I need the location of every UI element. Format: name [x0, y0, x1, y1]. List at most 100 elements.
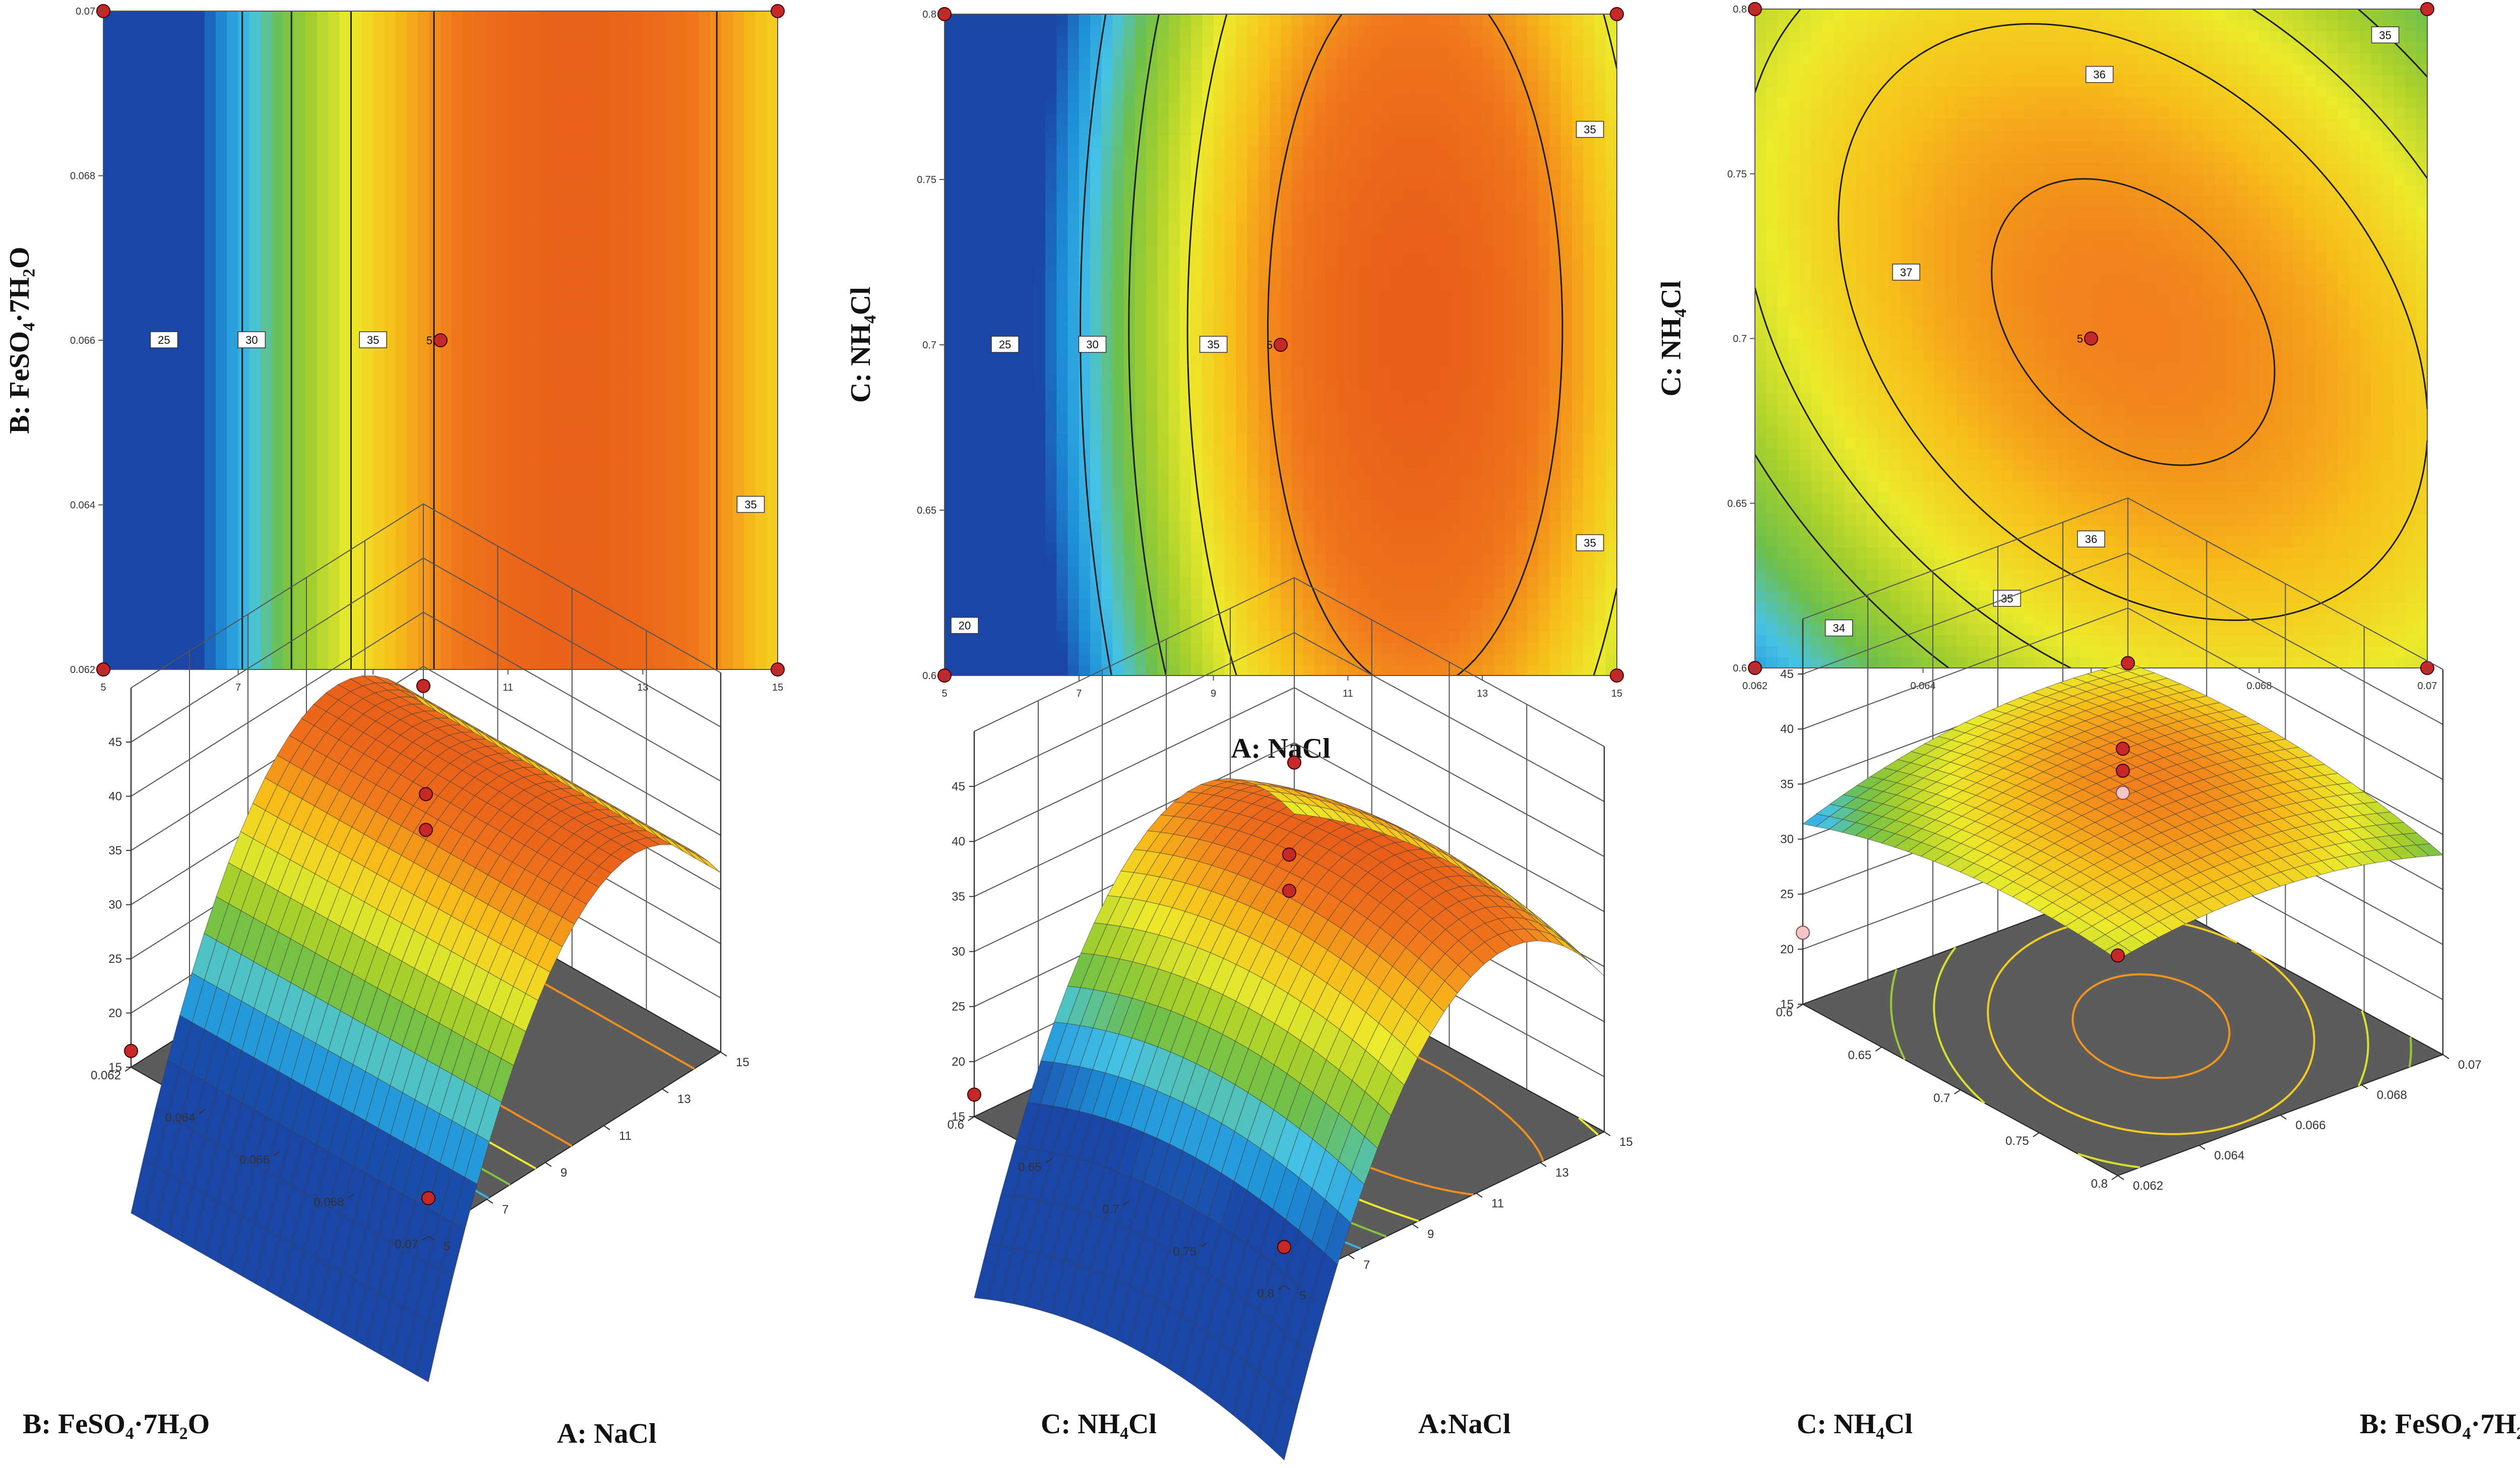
heatmap-cell: [575, 153, 587, 165]
heatmap-cell: [283, 461, 295, 472]
heatmap-cell: [755, 99, 767, 110]
heatmap-cell: [1112, 488, 1124, 500]
heatmap-cell: [1045, 576, 1057, 588]
heatmap-cell: [328, 164, 340, 176]
heatmap-cell: [1012, 366, 1024, 379]
heatmap-cell: [238, 11, 250, 23]
heatmap-cell: [1034, 499, 1046, 511]
heatmap-cell: [766, 77, 778, 89]
heatmap-cell: [508, 373, 520, 385]
heatmap-cell: [1023, 488, 1035, 500]
heatmap-cell: [989, 411, 1001, 422]
heatmap-cell: [1146, 400, 1158, 411]
heatmap-cell: [1123, 102, 1136, 114]
heatmap-cell: [328, 592, 340, 604]
heatmap-cell: [496, 373, 509, 385]
heatmap-cell: [395, 482, 407, 495]
heatmap-cell: [1191, 433, 1203, 445]
heatmap-cell: [586, 571, 598, 582]
heatmap-cell: [1000, 355, 1013, 368]
heatmap-cell: [418, 44, 430, 55]
heatmap-cell: [463, 603, 475, 615]
heatmap-cell: [294, 329, 306, 341]
heatmap-cell: [766, 636, 778, 648]
heatmap-cell: [609, 66, 621, 78]
heatmap-cell: [553, 153, 565, 165]
heatmap-cell: [407, 318, 419, 330]
heatmap-cell: [564, 384, 576, 396]
heatmap-cell: [598, 461, 610, 472]
heatmap-cell: [1067, 102, 1080, 114]
heatmap-cell: [395, 175, 407, 188]
heatmap-cell: [530, 636, 542, 648]
heatmap-cell: [216, 395, 228, 407]
heatmap-cell: [721, 647, 733, 659]
heatmap-cell: [328, 99, 340, 110]
heatmap-cell: [182, 132, 194, 143]
heatmap-cell: [1034, 510, 1046, 522]
heatmap-cell: [553, 362, 565, 374]
heatmap-cell: [339, 175, 351, 188]
heatmap-cell: [474, 461, 486, 472]
heatmap-cell: [541, 296, 553, 308]
heatmap-cell: [1168, 135, 1180, 147]
heatmap-cell: [1012, 411, 1024, 422]
heatmap-cell: [1056, 510, 1068, 522]
heatmap-cell: [1101, 69, 1113, 81]
heatmap-cell: [1179, 400, 1191, 411]
heatmap-cell: [1135, 80, 1147, 92]
heatmap-cell: [496, 132, 509, 143]
contour-label-box: [359, 331, 387, 348]
heatmap-cell: [519, 603, 531, 615]
heatmap-cell: [1179, 411, 1191, 422]
heatmap-cell: [1101, 267, 1113, 279]
heatmap-cell: [182, 120, 194, 133]
heatmap-cell: [249, 527, 261, 538]
heatmap-cell: [328, 153, 340, 165]
heatmap-cell: [553, 482, 565, 495]
y-tick-label: 0.07: [76, 6, 95, 17]
heatmap-cell: [1034, 532, 1046, 544]
heatmap-cell: [114, 318, 127, 330]
heatmap-cell: [586, 208, 598, 220]
heatmap-cell: [474, 625, 486, 637]
heatmap-cell: [496, 208, 509, 220]
heatmap-cell: [272, 647, 284, 659]
heatmap-cell: [294, 439, 306, 451]
heatmap-cell: [1067, 300, 1080, 313]
heatmap-cell: [328, 175, 340, 188]
heatmap-cell: [1191, 653, 1203, 665]
heatmap-cell: [967, 124, 979, 136]
heatmap-cell: [305, 461, 318, 472]
heatmap-cell: [272, 198, 284, 209]
heatmap-cell: [1023, 532, 1035, 544]
heatmap-cell: [1023, 366, 1035, 379]
heatmap-cell: [193, 99, 205, 110]
heatmap-cell: [1101, 102, 1113, 114]
heatmap-cell: [294, 658, 306, 670]
heatmap-cell: [755, 208, 767, 220]
heatmap-cell: [1112, 554, 1124, 566]
heatmap-cell: [978, 135, 990, 147]
heatmap-cell: [114, 560, 127, 571]
heatmap-cell: [1067, 25, 1080, 37]
heatmap-cell: [429, 164, 441, 176]
heatmap-cell: [125, 109, 138, 121]
heatmap-cell: [643, 164, 655, 176]
heatmap-cell: [620, 11, 632, 23]
heatmap-cell: [114, 252, 127, 264]
heatmap-cell: [373, 230, 385, 242]
heatmap-cell: [989, 488, 1001, 500]
heatmap-cell: [440, 482, 453, 495]
heatmap-cell: [204, 219, 216, 231]
heatmap-cell: [339, 450, 351, 462]
heatmap-cell: [463, 296, 475, 308]
heatmap-cell: [182, 505, 194, 517]
heatmap-cell: [114, 548, 127, 561]
heatmap-cell: [361, 296, 373, 308]
contour-label-box: [736, 496, 765, 513]
heatmap-cell: [598, 208, 610, 220]
heatmap-cell: [350, 230, 362, 242]
heatmap-cell: [159, 11, 171, 23]
heatmap-cell: [956, 477, 968, 489]
